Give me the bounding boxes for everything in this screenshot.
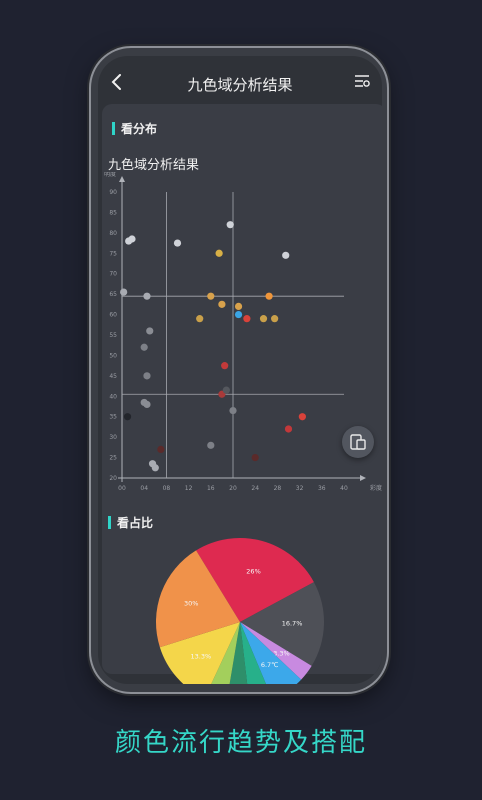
y-tick-label: 65 [109,291,117,298]
scatter-point [146,327,154,335]
y-tick-label: 30 [109,434,117,441]
chevron-left-icon[interactable] [110,74,124,90]
x-tick-label: 32 [296,485,304,492]
scatter-point [265,292,273,300]
scatter-point [128,235,136,243]
scatter-point [123,413,132,421]
scatter-point [143,292,151,300]
pie-slice [240,582,324,666]
scatter-point [143,400,151,409]
x-tick-label: 36 [318,485,326,492]
pie-slice [240,622,312,680]
x-tick-label: 16 [207,485,215,492]
scatter-point [215,249,223,257]
x-tick-label: 28 [274,485,282,492]
scatter-point [234,302,243,310]
y-tick-label: 50 [109,352,117,359]
x-tick-label: 04 [140,485,148,492]
y-tick-label: 35 [109,414,117,421]
pie-slice [211,622,240,684]
y-tick-label: 70 [109,271,117,278]
scatter-point [298,413,306,421]
scatter-point [259,315,268,323]
y-tick-label: 40 [109,393,117,400]
section-accent-bar [108,516,111,529]
scatter-chart-title: 九色域分析结果 [108,158,200,173]
pie-slice [229,622,248,684]
y-tick-label: 25 [109,455,117,462]
x-tick-label: 20 [229,485,237,492]
section-ratio-header: 看占比 [108,514,153,531]
x-axis-label: 彩度 [370,484,382,492]
y-tick-label: 90 [109,189,117,196]
y-axis-label: 明度 [104,172,116,178]
scatter-point [140,343,148,351]
y-tick-label: 60 [109,312,117,319]
scatter-point [157,445,165,453]
app-screen: 九色域分析结果 看分布 九色域分析结果 明度彩度 20 25 30 35 40 45 50 55… [98,56,382,684]
scatter-point [222,386,230,394]
x-tick-label: 40 [340,485,348,492]
scatter-point [196,315,204,323]
scatter-point [173,239,182,247]
scatter-point [284,425,293,433]
x-tick-label: 08 [163,485,171,492]
section-distribution-header: 看分布 [112,120,157,137]
promo-caption: 颜色流行趋势及搭配 [114,728,367,758]
scatter-point [271,315,279,323]
page-title: 九色域分析结果 [187,76,293,94]
section-accent-bar [112,122,115,135]
pie-slice [240,622,266,684]
pie-slice [156,550,240,648]
scatter-point [243,315,251,323]
pie-slice [159,622,240,684]
scatter-point [143,372,151,380]
pie-slice-label: 3.3% [273,650,290,658]
x-axis-arrow [360,475,366,481]
scatter-point [251,453,259,462]
top-bar: 九色域分析结果 [98,56,382,108]
list-settings-icon[interactable] [354,74,370,88]
pie-slice [196,538,314,622]
y-tick-label: 20 [109,475,117,482]
x-tick-label: 24 [251,485,259,492]
y-tick-label: 80 [109,230,117,237]
pie-slice-label: 16.7% [282,619,303,627]
scatter-point [151,464,159,472]
scatter-point [207,292,215,300]
y-tick-label: 85 [109,209,117,216]
scatter-point [221,362,229,370]
scatter-point [226,221,234,229]
scatter-point [282,251,290,259]
section-distribution-label: 看分布 [121,122,158,136]
x-tick-label: 12 [185,485,193,492]
y-axis-arrow [119,176,125,182]
device-switch-button[interactable] [342,426,374,458]
pie-slice-label: 13.3% [191,652,212,660]
x-tick-label: 00 [118,485,126,492]
pie-slice-label: 26% [246,568,260,576]
scatter-point [120,288,128,296]
pie-slice [240,622,302,684]
pie-chart: 26% 16.7% 3.3% 6.7℃ 13.3% 30% [156,538,324,684]
device-switch-icon [350,434,366,450]
scatter-point [229,406,237,415]
pie-slice-label: 6.7℃ [261,661,279,669]
y-tick-label: 55 [109,332,117,339]
scatter-point [218,300,226,308]
scatter-point [234,310,243,319]
pie-slice-label: 30% [184,600,198,608]
y-tick-label: 45 [109,373,117,380]
scatter-point [207,441,215,449]
y-tick-label: 75 [109,250,117,257]
section-ratio-label: 看占比 [117,516,154,530]
